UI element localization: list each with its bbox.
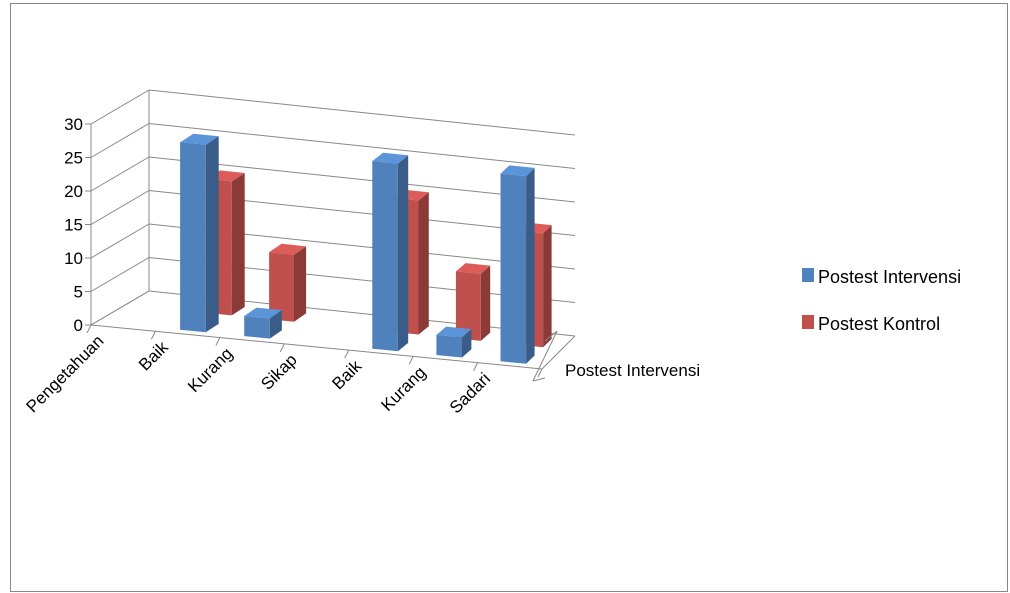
- y-tick-label: 25: [64, 149, 83, 168]
- y-tick-label: 15: [64, 216, 83, 235]
- bars: [180, 133, 552, 364]
- y-tick-label: 30: [64, 115, 83, 134]
- depth-axis: Postest Intervensi: [532, 330, 700, 382]
- x-tick-label: Baik: [135, 337, 172, 374]
- x-tick-label: Sikap: [257, 350, 301, 394]
- x-tick-label: Pengetahuan: [23, 331, 108, 416]
- y-tick-label: 0: [74, 316, 83, 335]
- bar-intervensi-4: [372, 152, 409, 352]
- x-tick-label: Kurang: [184, 344, 236, 396]
- bar-intervensi-2: [244, 307, 282, 339]
- legend-swatch-kontrol: [802, 315, 814, 329]
- bar-kontrol-5: [455, 263, 491, 341]
- bar-kontrol-2: [269, 243, 307, 322]
- y-tick-label: 20: [64, 182, 83, 201]
- bar-intervensi-5: [436, 326, 472, 358]
- y-tick-label: 10: [64, 249, 83, 268]
- bar-intervensi-6: [500, 165, 535, 364]
- bar-intervensi-1: [180, 133, 219, 333]
- legend-label-kontrol: Postest Kontrol: [818, 314, 940, 334]
- x-tick-label: Kurang: [377, 363, 429, 415]
- x-tick-label: Sadari: [446, 369, 494, 417]
- depth-axis-label: Postest Intervensi: [565, 361, 700, 380]
- y-axis-ticks: 0 5 10 15 20 25 30: [64, 115, 83, 335]
- legend-label-intervensi: Postest Intervensi: [818, 267, 961, 287]
- legend: Postest Intervensi Postest Kontrol: [802, 267, 961, 334]
- y-tick-label: 5: [74, 283, 83, 302]
- x-tick-label: Baik: [328, 356, 365, 393]
- legend-swatch-intervensi: [802, 268, 814, 282]
